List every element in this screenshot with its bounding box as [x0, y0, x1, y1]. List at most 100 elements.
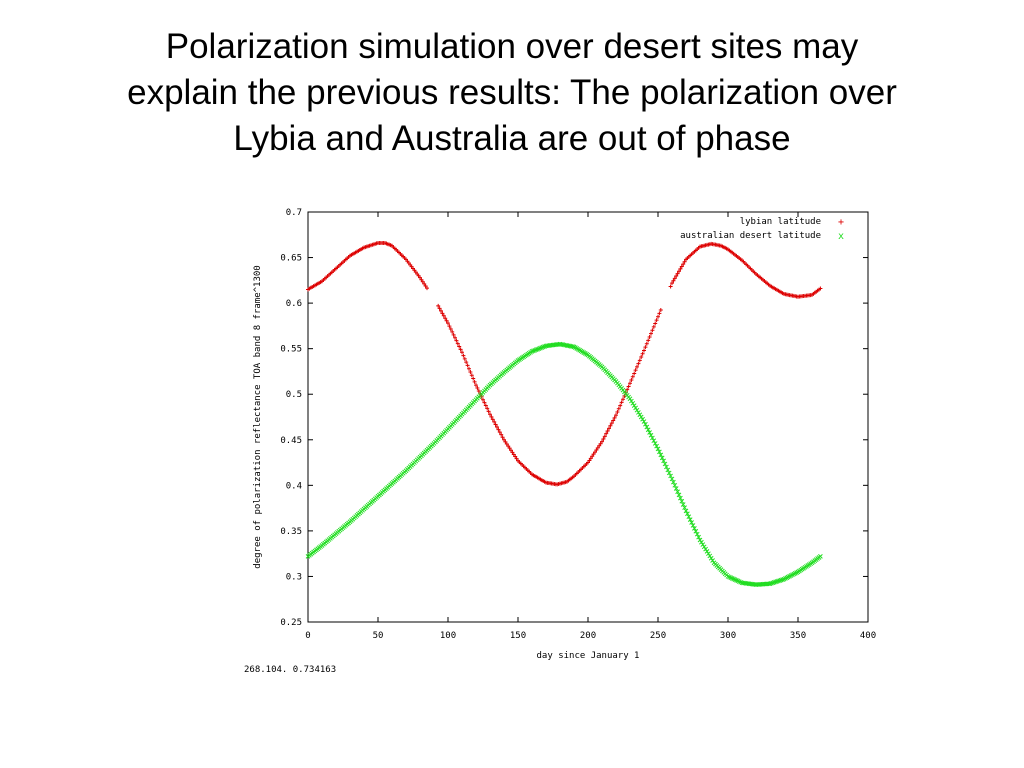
- data-point: [437, 306, 442, 311]
- title-line-1: Polarization simulation over desert site…: [165, 27, 859, 66]
- y-tick-label: 0.5: [286, 390, 302, 400]
- data-point: [639, 355, 644, 360]
- data-point: [503, 439, 508, 444]
- data-point: [588, 456, 593, 461]
- x-tick-label: 250: [650, 631, 666, 641]
- data-point: [674, 273, 679, 278]
- data-point: [680, 502, 686, 507]
- data-point: [658, 452, 664, 458]
- data-point: [777, 578, 783, 583]
- y-tick-label: 0.35: [280, 527, 302, 537]
- data-point: [614, 413, 618, 418]
- x-tick-label: 300: [720, 631, 736, 641]
- data-point: [668, 284, 673, 289]
- x-tick-label: 350: [790, 631, 806, 641]
- data-point: [651, 324, 656, 329]
- data-point: [608, 423, 613, 428]
- data-point: [607, 426, 611, 431]
- data-point: [495, 425, 499, 430]
- data-point: [637, 412, 643, 418]
- y-tick-label: 0.45: [280, 436, 302, 446]
- title-line-2: explain the previous results: The polari…: [127, 73, 897, 112]
- data-point: [439, 308, 443, 313]
- data-point: [767, 581, 773, 587]
- y-tick-label: 0.3: [286, 572, 302, 582]
- data-point: [657, 449, 662, 455]
- data-point: [677, 269, 681, 274]
- data-point: [645, 427, 651, 433]
- data-point: [504, 441, 509, 446]
- data-point: [630, 400, 636, 406]
- legend-marker-lybian: +: [838, 217, 844, 228]
- y-tick-label: 0.6: [286, 299, 302, 309]
- x-tick-label: 400: [860, 631, 876, 641]
- data-point: [448, 326, 453, 331]
- data-point: [696, 534, 701, 540]
- data-point: [509, 448, 513, 453]
- data-point: [652, 441, 658, 446]
- data-point: [460, 350, 464, 355]
- data-point: [776, 578, 781, 584]
- series-0-markers: [306, 240, 823, 487]
- data-point: [600, 439, 604, 444]
- data-point: [453, 335, 457, 340]
- data-point: [506, 444, 511, 449]
- data-point: [690, 523, 696, 528]
- data-point: [627, 396, 633, 402]
- x-tick-label: 0: [305, 631, 310, 641]
- data-point: [616, 406, 621, 411]
- y-tick-label: 0.4: [286, 481, 302, 491]
- data-point: [443, 316, 448, 321]
- data-point: [451, 332, 456, 337]
- data-point: [635, 364, 639, 369]
- data-point: [476, 388, 481, 393]
- x-tick-label: 200: [580, 631, 596, 641]
- data-point: [633, 405, 638, 411]
- data-point: [656, 314, 660, 319]
- data-point: [654, 443, 659, 449]
- data-point: [611, 418, 616, 423]
- data-point: [455, 341, 460, 346]
- data-point: [625, 387, 630, 392]
- data-point: [653, 321, 658, 326]
- data-point: [640, 351, 645, 356]
- data-point: [629, 398, 634, 404]
- data-point: [619, 400, 624, 405]
- data-point: [634, 407, 640, 413]
- data-point: [601, 436, 606, 441]
- data-point: [621, 397, 625, 402]
- data-point: [701, 544, 707, 550]
- data-point: [650, 328, 655, 333]
- data-point: [647, 430, 652, 435]
- data-point: [683, 508, 689, 514]
- data-point: [493, 422, 498, 427]
- data-point: [472, 379, 477, 384]
- data-point: [651, 438, 657, 444]
- data-point: [628, 381, 632, 386]
- data-point: [641, 419, 647, 424]
- slide-title: Polarization simulation over desert site…: [40, 24, 984, 162]
- data-point: [665, 467, 671, 473]
- data-point: [668, 473, 673, 479]
- chart-background: [236, 196, 896, 686]
- data-point: [536, 346, 542, 352]
- data-point: [773, 579, 778, 585]
- data-point: [531, 348, 536, 354]
- series-1-markers: [305, 341, 823, 587]
- data-point: [629, 378, 634, 383]
- data-point: [769, 580, 774, 586]
- data-point: [471, 376, 476, 381]
- data-point: [462, 356, 467, 361]
- data-point: [532, 347, 538, 353]
- title-line-3: Lybia and Australia are out of phase: [233, 119, 791, 158]
- data-point: [774, 579, 780, 584]
- data-point: [670, 281, 674, 286]
- data-point: [655, 446, 661, 452]
- data-point: [700, 542, 706, 547]
- data-point: [461, 353, 466, 358]
- data-point: [636, 410, 641, 415]
- data-point: [422, 281, 427, 286]
- data-point: [778, 577, 784, 583]
- data-point: [637, 358, 642, 363]
- data-point: [672, 276, 677, 281]
